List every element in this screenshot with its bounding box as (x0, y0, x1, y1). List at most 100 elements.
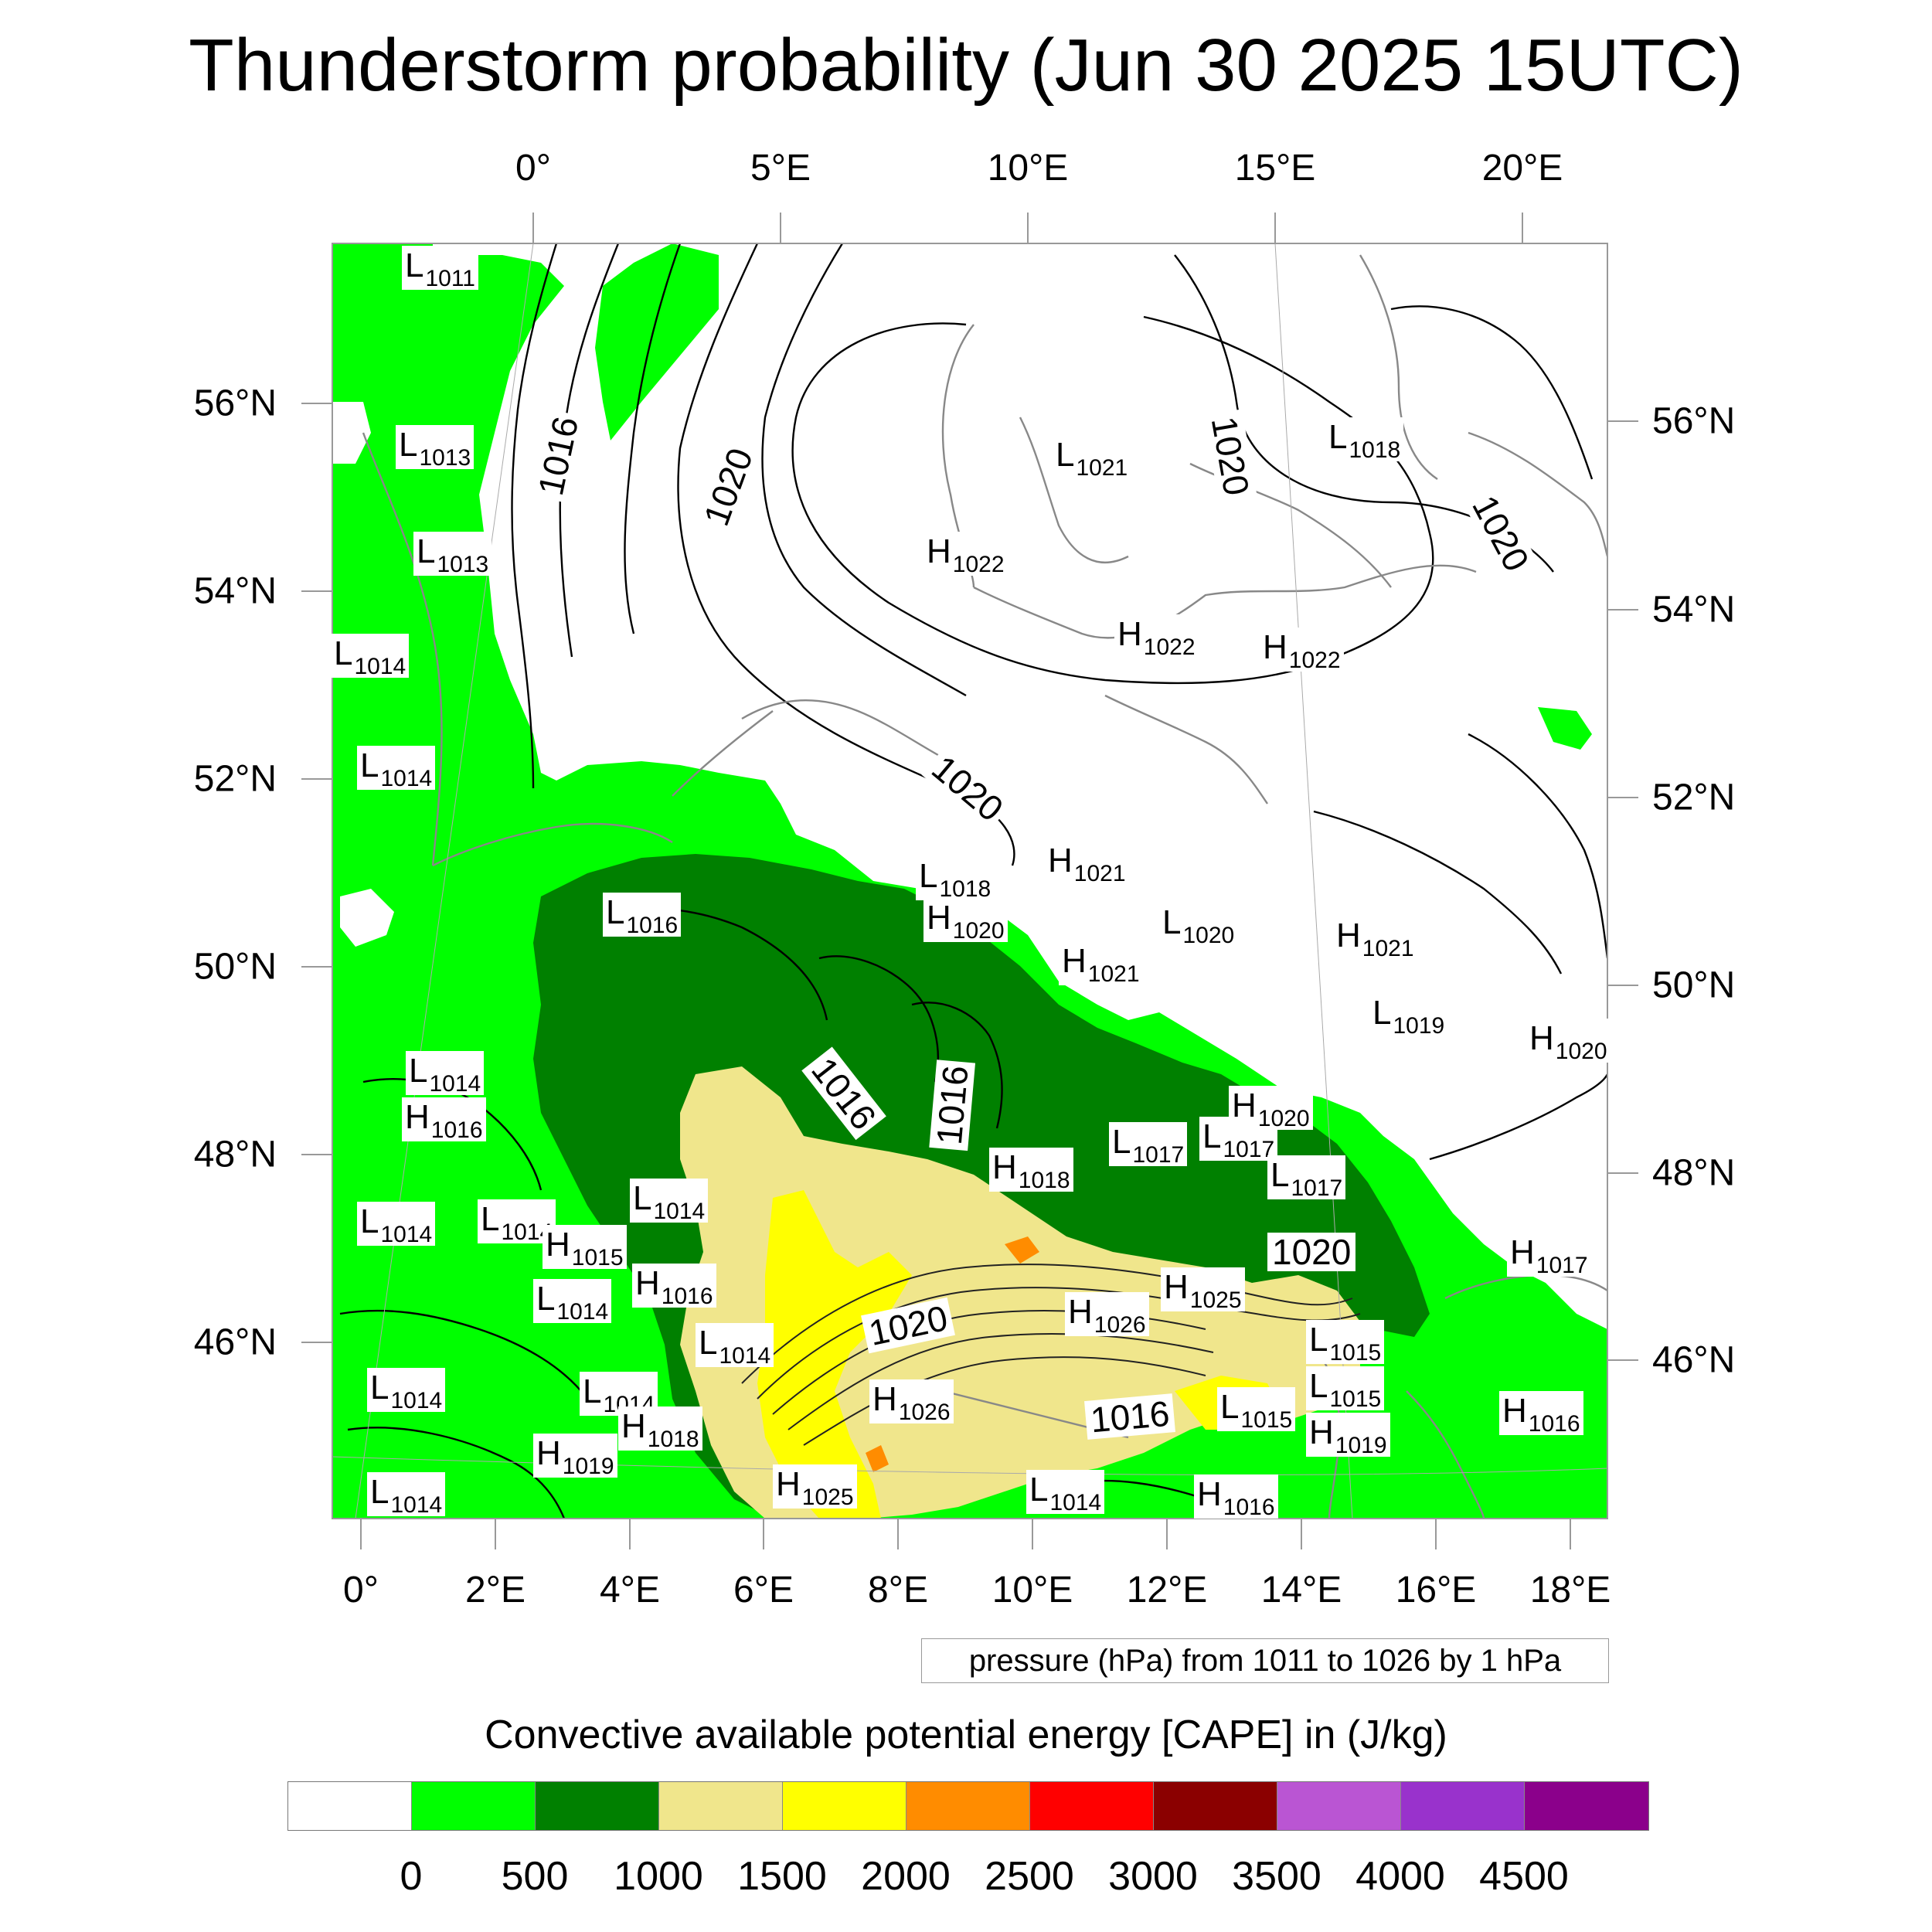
right-lat-label: 52°N (1652, 777, 1736, 818)
colorbar-cell (1030, 1782, 1154, 1830)
colorbar-cell (1277, 1782, 1401, 1830)
map-title: Thunderstorm probability (Jun 30 2025 15… (189, 24, 1743, 107)
cape-band-0-500-uk-gap (340, 889, 394, 947)
pressure-center: L1013 (396, 425, 474, 471)
isobar-label: 1016 (929, 1059, 976, 1151)
pressure-center: L1015 (1306, 1366, 1385, 1412)
pressure-center: H1015 (543, 1225, 627, 1270)
top-lon-label: 0° (515, 148, 551, 189)
pressure-center: H1018 (618, 1406, 702, 1452)
bottom-lon-label: 14°E (1260, 1570, 1342, 1611)
right-lat-label: 46°N (1652, 1339, 1736, 1381)
pressure-center: L1014 (331, 634, 410, 679)
colorbar-cell (1154, 1782, 1277, 1830)
cape-band-1500-2000 (757, 1190, 912, 1519)
right-lat-label: 54°N (1652, 589, 1736, 631)
bottom-lon-label: 4°E (600, 1570, 660, 1611)
top-lon-label: 10°E (987, 148, 1069, 189)
cape-band-0-500-ne (595, 243, 719, 440)
pressure-center: H1020 (1526, 1019, 1611, 1064)
colorbar-label: 1500 (737, 1854, 827, 1899)
top-lon-label: 20°E (1481, 148, 1563, 189)
right-lat-label: 48°N (1652, 1152, 1736, 1194)
colorbar-label: 4500 (1479, 1854, 1569, 1899)
colorbar-cell (659, 1782, 783, 1830)
colorbar-cell (288, 1782, 412, 1830)
cape-band-2000-2500-sw (866, 1445, 889, 1472)
pressure-center: L1013 (413, 532, 492, 577)
pressure-center: L1014 (533, 1279, 612, 1325)
colorbar-label: 4000 (1355, 1854, 1445, 1899)
pressure-center: L1011 (402, 246, 478, 291)
pressure-center: H1026 (1065, 1292, 1149, 1338)
pressure-center: L1020 (1159, 903, 1238, 948)
right-lat-label: 50°N (1652, 964, 1736, 1006)
pressure-center: H1020 (923, 898, 1008, 944)
pressure-center: H1021 (1059, 941, 1143, 987)
pressure-center: L1019 (1369, 993, 1448, 1039)
colorbar-cell (906, 1782, 1030, 1830)
pressure-center: L1018 (916, 856, 995, 902)
pressure-center: H1020 (1229, 1086, 1313, 1131)
cape-band-0-500-west-gap (332, 402, 371, 464)
pressure-center: L1017 (1267, 1155, 1346, 1201)
left-lat-label: 56°N (193, 383, 277, 424)
pressure-center: H1025 (1161, 1267, 1245, 1313)
map-frame (332, 243, 1608, 1519)
colorbar-cell (783, 1782, 906, 1830)
pressure-center: H1025 (773, 1464, 857, 1510)
colorbar-label: 3000 (1108, 1854, 1198, 1899)
tick-marks (301, 213, 1638, 1549)
bottom-lon-label: 6°E (733, 1570, 794, 1611)
pressure-center: H1022 (923, 532, 1008, 577)
pressure-center: H1021 (1045, 841, 1129, 886)
isobar-label: 1020 (1267, 1233, 1356, 1271)
pressure-center: L1014 (630, 1179, 709, 1224)
bottom-lon-label: 16°E (1395, 1570, 1477, 1611)
alps-contour-mass (741, 1264, 1361, 1446)
coastlines (362, 254, 1607, 1519)
cape-band-2000-2500 (1005, 1236, 1039, 1264)
colorbar-label: 2500 (985, 1854, 1074, 1899)
colorbar-label: 1000 (614, 1854, 703, 1899)
left-lat-label: 50°N (193, 946, 277, 988)
colorbar-label: 0 (400, 1854, 423, 1899)
colorbar-cell (1525, 1782, 1648, 1830)
pressure-center: H1018 (989, 1148, 1073, 1193)
pressure-center: L1014 (1026, 1470, 1105, 1515)
pressure-center: H1021 (1333, 916, 1417, 961)
pressure-center: H1019 (533, 1434, 617, 1479)
bottom-lon-label: 2°E (465, 1570, 526, 1611)
left-lat-label: 48°N (193, 1134, 277, 1175)
cape-colorbar (287, 1781, 1649, 1831)
isobar-label: 1016 (1084, 1393, 1176, 1440)
left-lat-label: 52°N (193, 758, 277, 800)
colorbar-cell (1401, 1782, 1525, 1830)
pressure-center: H1016 (402, 1097, 486, 1143)
left-lat-label: 46°N (193, 1321, 277, 1363)
pressure-center: L1014 (367, 1368, 446, 1413)
pressure-center: L1014 (696, 1323, 774, 1369)
pressure-info-box: pressure (hPa) from 1011 to 1026 by 1 hP… (921, 1638, 1609, 1683)
pressure-center: H1017 (1507, 1233, 1591, 1278)
pressure-center: L1014 (357, 746, 436, 791)
cape-band-0-500-poland (1538, 707, 1592, 750)
pressure-center: L1014 (357, 1202, 436, 1247)
bottom-lon-label: 18°E (1529, 1570, 1611, 1611)
colorbar-label: 3500 (1232, 1854, 1321, 1899)
colorbar-label: 2000 (861, 1854, 951, 1899)
graticule (332, 243, 1607, 1519)
pressure-center: L1015 (1306, 1320, 1385, 1366)
bottom-lon-label: 8°E (868, 1570, 928, 1611)
pressure-center: H1016 (1499, 1391, 1583, 1437)
colorbar-label: 500 (501, 1854, 569, 1899)
pressure-center: H1026 (869, 1379, 954, 1425)
pressure-center: H1016 (632, 1264, 716, 1309)
pressure-center: L1015 (1217, 1387, 1296, 1433)
pressure-center: H1019 (1306, 1413, 1390, 1458)
pressure-center: L1018 (1325, 417, 1404, 463)
pressure-center: H1022 (1114, 614, 1199, 660)
pressure-center: L1021 (1053, 435, 1131, 481)
pressure-center: L1017 (1109, 1122, 1188, 1168)
pressure-center: H1016 (1194, 1475, 1278, 1520)
